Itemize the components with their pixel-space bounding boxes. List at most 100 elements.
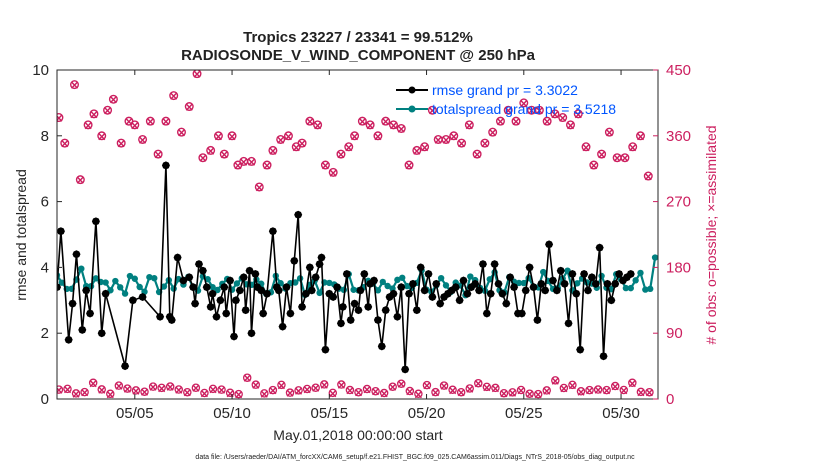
obs-assimilated-marker: × <box>251 378 261 392</box>
obs-assimilated-marker: × <box>503 104 513 118</box>
obs-possible-marker <box>636 387 646 397</box>
obs-possible-marker <box>268 145 278 155</box>
obs-possible-marker <box>441 134 451 144</box>
obs-assimilated-marker: × <box>635 129 645 143</box>
rmse-point <box>161 161 170 170</box>
obs-possible-marker <box>371 386 380 396</box>
spread-point <box>467 273 474 280</box>
obs-possible-marker <box>89 109 99 119</box>
obs-assimilated-marker: × <box>456 386 466 400</box>
obs-assimilated-marker: × <box>227 129 237 143</box>
obs-assimilated-marker: × <box>336 378 346 392</box>
obs-assimilated-marker: × <box>353 386 363 400</box>
obs-possible-marker <box>97 385 106 394</box>
obs-assimilated-marker: × <box>643 170 653 184</box>
legend-spread-marker <box>408 105 416 113</box>
rmse-point <box>82 286 91 295</box>
obs-possible-marker <box>456 387 466 397</box>
obs-assimilated-marker: × <box>139 385 149 399</box>
x-tick-label: 05/20 <box>408 405 446 422</box>
obs-assimilated-marker: × <box>62 382 72 396</box>
rmse-point <box>397 283 406 292</box>
obs-possible-marker <box>75 175 85 185</box>
obs-possible-marker <box>176 127 186 137</box>
x-axis-label: May.01,2018 00:00:00 start <box>273 427 443 443</box>
rmse-point <box>268 227 277 236</box>
obs-assimilated-marker: × <box>589 159 599 173</box>
obs-possible-marker <box>550 109 560 119</box>
obs-assimilated-marker: × <box>507 386 517 400</box>
legend-rmse-label: rmse grand pr = 3.3022 <box>432 82 578 98</box>
rmse-point <box>595 243 604 252</box>
obs-assimilated-marker: × <box>165 380 175 394</box>
rmse-point <box>231 296 240 305</box>
obs-possible-marker <box>551 376 560 385</box>
obs-assimilated-marker: × <box>527 104 537 118</box>
obs-possible-marker <box>305 116 315 126</box>
obs-possible-marker <box>589 160 599 170</box>
obs-assimilated-marker: × <box>328 386 338 400</box>
obs-assimilated-marker: × <box>234 388 244 402</box>
obs-assimilated-marker: × <box>439 379 449 393</box>
rmse-point <box>173 253 182 262</box>
obs-assimilated-marker: × <box>636 385 646 399</box>
obs-assimilated-marker: × <box>184 100 194 114</box>
spread-point <box>442 282 450 289</box>
obs-possible-marker <box>495 116 505 126</box>
plot-marks: ××××××××××××××××××××××××××××××××××××××××… <box>57 70 658 402</box>
rmse-point <box>212 312 221 321</box>
obs-assimilated-marker: × <box>519 96 529 110</box>
obs-assimilated-marker: × <box>198 151 208 165</box>
obs-assimilated-marker: × <box>276 133 286 147</box>
rmse-point <box>506 273 515 282</box>
spread-point <box>627 284 634 292</box>
rmse-point <box>350 299 359 308</box>
rmse-point <box>185 273 194 282</box>
obs-possible-marker <box>480 138 490 148</box>
obs-assimilated-marker: × <box>345 384 355 398</box>
obs-possible-marker <box>519 98 529 108</box>
rmse-point <box>432 279 441 288</box>
rmse-point <box>333 283 342 292</box>
obs-assimilated-marker: × <box>604 126 614 140</box>
spread-point <box>394 276 401 284</box>
spread-point <box>214 286 221 294</box>
obs-possible-marker <box>148 382 158 391</box>
obs-possible-marker <box>431 387 440 397</box>
legend-spread-label: totalspread grand pr = 3.5218 <box>432 101 616 117</box>
rmse-point <box>68 299 77 308</box>
obs-possible-marker <box>153 149 163 159</box>
rmse-point <box>286 309 295 318</box>
rmse-point <box>208 289 217 298</box>
rmse-point <box>202 283 211 292</box>
rmse-point <box>235 286 244 295</box>
obs-assimilated-marker: × <box>320 159 330 173</box>
obs-possible-marker <box>565 120 575 130</box>
y-left-tick-label: 0 <box>41 391 49 408</box>
obs-possible-marker <box>138 134 148 144</box>
obs-assimilated-marker: × <box>88 376 98 390</box>
obs-possible-marker <box>534 105 544 115</box>
rmse-point <box>517 309 526 318</box>
obs-assimilated-marker: × <box>259 387 269 401</box>
spread-point <box>126 272 134 280</box>
rmse-point <box>556 266 565 275</box>
obs-possible-marker <box>63 384 72 394</box>
obs-possible-marker <box>511 116 521 126</box>
rmse-point <box>364 302 373 311</box>
obs-assimilated-marker: × <box>305 115 315 129</box>
rmse-point <box>220 283 229 292</box>
rmse-point <box>611 279 620 288</box>
rmse-point <box>57 283 61 292</box>
obs-possible-marker <box>354 387 363 397</box>
rmse-point <box>490 260 499 269</box>
rmse-point <box>241 306 250 315</box>
obs-assimilated-marker: × <box>161 115 171 129</box>
spread-point <box>632 277 639 284</box>
y-axis-left: 0 2 4 6 8 10 <box>32 62 62 408</box>
spread-point <box>486 276 493 283</box>
obs-assimilated-marker: × <box>465 382 475 396</box>
obs-assimilated-marker: × <box>620 151 630 165</box>
obs-assimilated-marker: × <box>69 78 79 92</box>
rmse-point <box>317 253 326 262</box>
